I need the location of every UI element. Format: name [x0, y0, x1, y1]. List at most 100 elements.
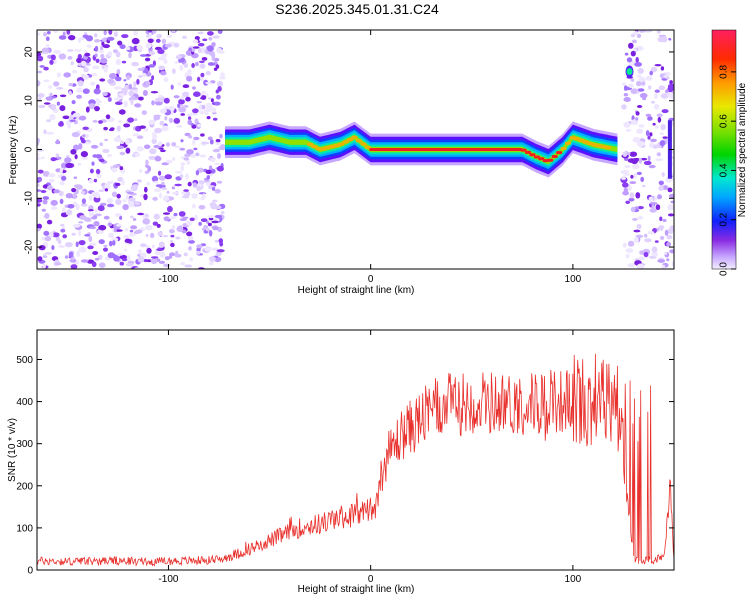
- noise-speck: [147, 165, 152, 172]
- ridge-core: [453, 148, 460, 151]
- ridge-core: [480, 148, 487, 151]
- noise-speck: [211, 247, 219, 251]
- noise-speck: [188, 240, 195, 244]
- noise-speck: [214, 188, 221, 194]
- signal-blob: [626, 68, 633, 75]
- noise-speck: [182, 84, 190, 89]
- noise-speck: [621, 169, 630, 174]
- noise-speck: [79, 215, 87, 220]
- noise-speck: [106, 36, 115, 41]
- noise-speck: [145, 233, 149, 238]
- noise-speck: [188, 48, 193, 51]
- noise-speck: [205, 71, 211, 76]
- noise-speck: [631, 158, 638, 165]
- noise-speck: [114, 86, 120, 90]
- noise-speck: [219, 144, 226, 151]
- noise-speck: [161, 125, 169, 132]
- noise-speck: [196, 250, 201, 255]
- noise-speck: [139, 125, 146, 129]
- colorbar-ticks: 0.0 0.2 0.4 0.6 0.8: [719, 64, 736, 276]
- noise-speck: [62, 115, 70, 120]
- noise-speck: [150, 91, 159, 94]
- noise-speck: [117, 40, 123, 46]
- noise-speck: [121, 60, 127, 64]
- noise-speck: [166, 190, 170, 194]
- noise-speck: [67, 204, 75, 209]
- noise-speck: [659, 216, 663, 222]
- noise-speck: [160, 71, 167, 76]
- colorbar-gradient: [711, 29, 737, 270]
- noise-speck: [125, 147, 131, 154]
- noise-speck: [170, 234, 175, 238]
- noise-speck: [637, 67, 644, 74]
- noise-speck: [58, 190, 64, 197]
- noise-speck: [148, 51, 156, 56]
- noise-speck: [113, 31, 118, 37]
- ridge-core: [489, 148, 496, 151]
- noise-speck: [642, 184, 646, 188]
- ridge-core: [418, 148, 425, 151]
- ridge-core: [338, 142, 345, 146]
- ridge-core: [582, 140, 589, 144]
- noise-speck: [104, 138, 108, 142]
- noise-speck: [671, 261, 674, 267]
- noise-speck: [150, 257, 158, 265]
- noise-speck: [60, 228, 66, 233]
- noise-speck: [636, 171, 642, 176]
- noise-speck: [44, 212, 50, 219]
- noise-speck: [206, 116, 211, 120]
- noise-speck: [211, 220, 219, 224]
- noise-speck: [188, 246, 192, 251]
- noise-speck: [161, 162, 169, 166]
- noise-speck: [636, 128, 643, 134]
- noise-speck: [94, 257, 100, 261]
- noise-speck: [107, 222, 113, 227]
- noise-speck: [636, 263, 645, 269]
- noise-speck: [43, 129, 47, 135]
- noise-speck: [163, 58, 168, 64]
- noise-speck: [180, 113, 185, 116]
- noise-speck: [48, 85, 53, 89]
- noise-speck: [660, 124, 666, 131]
- noise-speck: [126, 75, 131, 81]
- noise-speck: [76, 57, 82, 64]
- spectrogram-ylabel: Frequency (Hz): [8, 116, 19, 185]
- noise-speck: [62, 31, 66, 37]
- noise-speck: [124, 238, 132, 243]
- noise-speck: [630, 78, 635, 82]
- noise-speck: [186, 75, 193, 82]
- snr-frame: [36, 329, 675, 571]
- noise-speck: [58, 35, 67, 40]
- noise-speck: [37, 203, 41, 207]
- noise-speck: [635, 234, 644, 238]
- ridge-core: [436, 148, 442, 151]
- noise-speck: [98, 120, 103, 124]
- noise-speck: [152, 134, 158, 140]
- colorbar-tick-label: 0.8: [719, 64, 730, 78]
- noise-speck: [151, 244, 155, 249]
- noise-speck: [103, 66, 108, 73]
- noise-speck: [137, 67, 145, 71]
- noise-speck: [133, 30, 139, 36]
- noise-speck: [113, 255, 120, 262]
- noise-speck: [99, 78, 106, 82]
- noise-speck: [43, 32, 47, 37]
- noise-speck: [660, 93, 669, 99]
- snr-xlabel: Height of straight line (km): [298, 584, 415, 595]
- noise-speck: [118, 109, 126, 115]
- noise-speck: [82, 74, 89, 80]
- noise-speck: [177, 82, 181, 86]
- noise-speck: [666, 241, 672, 247]
- noise-speck: [47, 185, 53, 191]
- noise-speck: [107, 97, 112, 102]
- noise-speck: [183, 252, 188, 257]
- noise-speck: [657, 116, 662, 123]
- noise-speck: [655, 204, 661, 211]
- noise-speck: [636, 80, 642, 87]
- noise-speck: [81, 198, 86, 205]
- noise-speck: [158, 192, 163, 199]
- noise-speck: [119, 151, 126, 156]
- noise-speck: [161, 38, 167, 44]
- noise-speck: [647, 155, 651, 162]
